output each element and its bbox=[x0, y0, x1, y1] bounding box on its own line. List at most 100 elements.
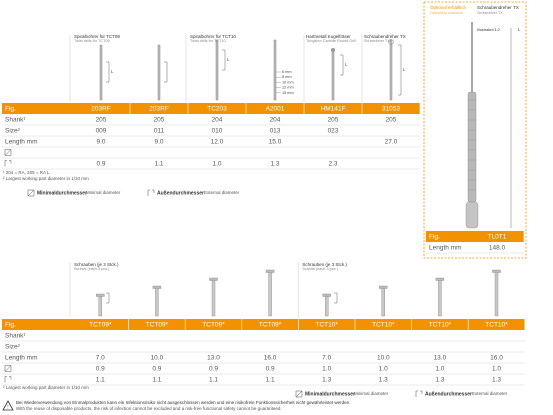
screw-head bbox=[435, 277, 445, 281]
outer-diameter-icon bbox=[4, 160, 12, 167]
cell: 1.1 bbox=[209, 377, 218, 384]
optional-subtitle: Optionally available bbox=[430, 11, 463, 15]
cell: 7.0 bbox=[96, 355, 105, 362]
screw-body bbox=[494, 271, 499, 317]
screw-body bbox=[155, 287, 159, 317]
cell: 27.0 bbox=[385, 139, 398, 146]
screws-header-en: Screws (each 3 pcs.) bbox=[74, 267, 110, 271]
warning-de: Bei Wiederverwendung von Einmalprodukten… bbox=[16, 400, 350, 405]
legend-label: Minimal diameter bbox=[86, 190, 121, 195]
product-header-en: Tungsten Carbide Round Drill bbox=[306, 39, 356, 43]
cell: 7.0 bbox=[322, 355, 331, 362]
row-label: Size² bbox=[5, 344, 21, 351]
screw-head bbox=[379, 285, 388, 289]
cell: 204 bbox=[270, 117, 281, 124]
cell: 203RF bbox=[91, 106, 111, 113]
screw-body bbox=[268, 271, 272, 317]
dim-label: L bbox=[345, 62, 348, 67]
screw-head bbox=[492, 269, 501, 273]
cell: 205 bbox=[386, 117, 397, 124]
footnote: ¹ 204 = RA, 205 = RA L bbox=[3, 170, 50, 175]
screw-head bbox=[265, 269, 275, 273]
cell: 9.0 bbox=[96, 139, 105, 146]
product-header: Hartmetall Kugelfräser bbox=[306, 34, 351, 39]
screw-images bbox=[96, 269, 501, 317]
cell: 1.1 bbox=[96, 377, 105, 384]
cell: 203RF bbox=[149, 106, 169, 113]
row-label: Length mm bbox=[5, 139, 38, 146]
screw-head bbox=[209, 277, 218, 281]
cell: 10.0 bbox=[151, 355, 164, 362]
scale-note: Illustrated 1:2 bbox=[477, 28, 500, 32]
cell: 1.3 bbox=[492, 377, 501, 384]
min-diameter-icon bbox=[4, 365, 12, 372]
cell: TCT09* bbox=[146, 322, 169, 329]
cell: TL0T1 bbox=[488, 234, 507, 241]
row-label: Fig. bbox=[5, 106, 16, 113]
cell: TCT10* bbox=[315, 322, 338, 329]
row-label: Fig. bbox=[429, 234, 440, 241]
cell: 31053 bbox=[382, 106, 400, 113]
length-label: 15 mm bbox=[282, 91, 294, 95]
cell: 15.0 bbox=[269, 139, 282, 146]
cell: TCT09* bbox=[259, 322, 282, 329]
screwdriver-large bbox=[465, 22, 512, 229]
cell: 13.0 bbox=[207, 355, 220, 362]
cell: 12.0 bbox=[211, 139, 224, 146]
dim-label: L bbox=[403, 67, 406, 72]
min-diameter-icon bbox=[27, 189, 35, 197]
legend-label: Minimaldurchmesser bbox=[305, 391, 355, 397]
cell: 204 bbox=[212, 117, 223, 124]
product-header: Schraubendreher TX bbox=[364, 34, 406, 39]
screw-body bbox=[325, 295, 329, 317]
cell: 205 bbox=[154, 117, 165, 124]
cell: 0.9 bbox=[96, 161, 105, 168]
cell: TCT10* bbox=[485, 322, 508, 329]
footnote: ² Largest working part diameter in 1/10 … bbox=[3, 176, 89, 181]
cell: 1.3 bbox=[379, 377, 388, 384]
screw-body bbox=[98, 295, 103, 317]
footnote: ² Largest working part diameter in 1/10 … bbox=[3, 385, 89, 390]
cell: 10.0 bbox=[377, 355, 390, 362]
cell: 1.0 bbox=[212, 161, 221, 168]
length-label: 6 mm bbox=[282, 70, 292, 74]
tool-name-en: Screwdriver TX bbox=[477, 11, 503, 15]
outer-diameter-icon bbox=[147, 189, 155, 196]
dim-bracket bbox=[106, 292, 338, 304]
cell: 2.3 bbox=[328, 161, 337, 168]
dim-label: L bbox=[518, 27, 521, 32]
screw-body bbox=[211, 279, 216, 317]
cell: 13.0 bbox=[434, 355, 447, 362]
cell: 010 bbox=[212, 128, 223, 135]
screws-header-en: Screws (each 3 pcs.) bbox=[302, 267, 338, 271]
product-header-en: Twist drills for TCT09 bbox=[74, 39, 110, 43]
row-label: Fig. bbox=[5, 322, 16, 329]
drill-images bbox=[69, 35, 402, 102]
cell: 16.0 bbox=[264, 355, 277, 362]
min-diameter-icon bbox=[4, 149, 12, 156]
legend-label: External diameter bbox=[472, 391, 508, 396]
length-label: 8 mm bbox=[282, 75, 292, 79]
svg-text:!: ! bbox=[7, 404, 8, 410]
cell: 205 bbox=[328, 117, 339, 124]
legend-label: External diameter bbox=[204, 190, 240, 195]
dim-label: L bbox=[111, 69, 114, 74]
legend-label: Minimaldurchmesser bbox=[37, 190, 87, 196]
warning-icon: ! bbox=[2, 400, 14, 411]
cell: TCT09* bbox=[89, 322, 112, 329]
screw-head bbox=[96, 293, 105, 297]
cell: 1.0 bbox=[322, 366, 331, 373]
cell: 1.1 bbox=[154, 161, 163, 168]
cell: 1.1 bbox=[266, 377, 275, 384]
product-header: Spiralbohrer für TCT10 bbox=[190, 34, 236, 39]
cell: TCT09* bbox=[202, 322, 225, 329]
cell: 1.0 bbox=[492, 366, 501, 373]
row-label: Shank¹ bbox=[5, 333, 26, 340]
header-row bbox=[2, 103, 420, 114]
cell: 9.0 bbox=[154, 139, 163, 146]
optional-box bbox=[423, 1, 527, 259]
cell: 009 bbox=[96, 128, 107, 135]
legend-label: Außendurchmesser bbox=[425, 391, 472, 397]
